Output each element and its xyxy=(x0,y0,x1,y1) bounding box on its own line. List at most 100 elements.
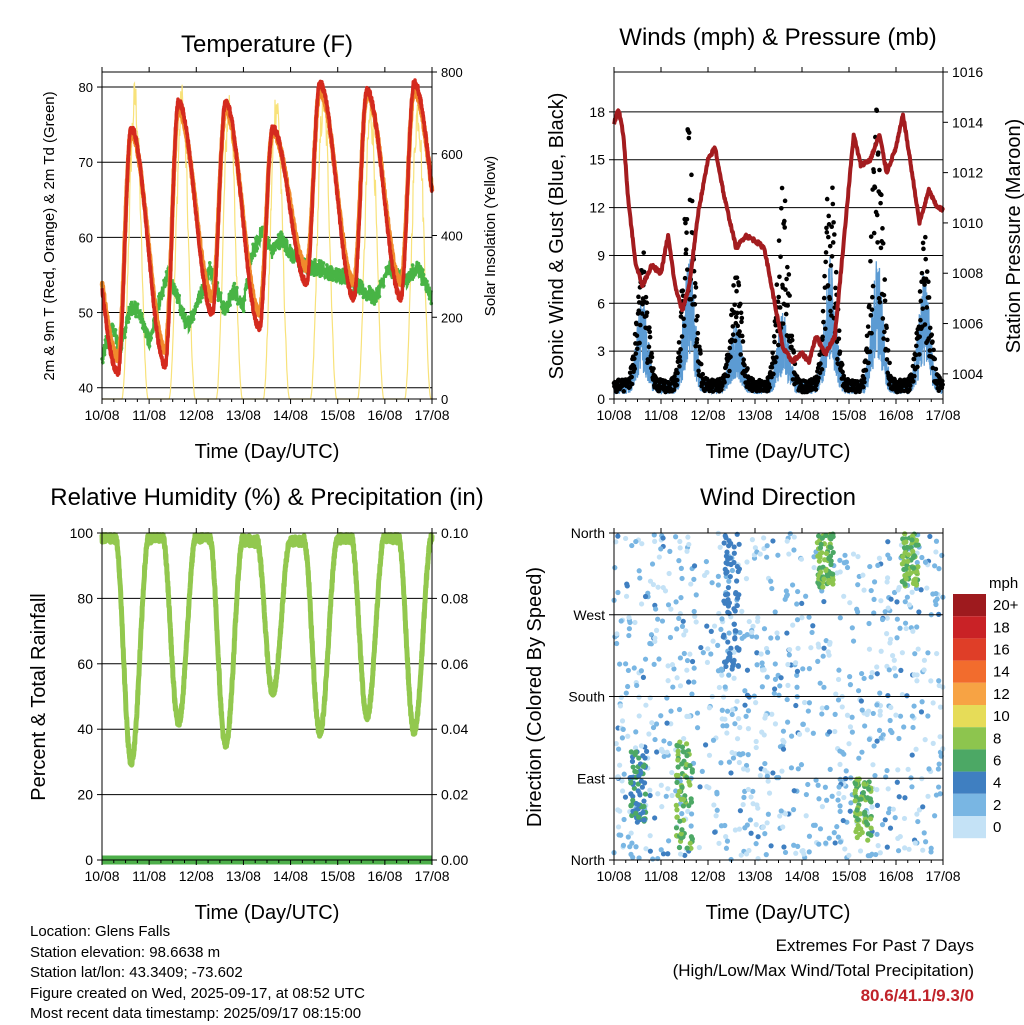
dewpoint-point xyxy=(328,272,333,277)
dewpoint-point xyxy=(147,344,152,348)
gust-point xyxy=(725,373,731,379)
direction-point xyxy=(793,702,799,709)
direction-point xyxy=(846,741,852,747)
gust-point xyxy=(818,361,823,366)
direction-point xyxy=(708,651,714,657)
direction-point xyxy=(914,678,920,684)
direction-point xyxy=(844,712,851,718)
direction-point xyxy=(824,797,830,803)
direction-point xyxy=(748,794,754,800)
gust-point xyxy=(816,375,821,381)
direction-point xyxy=(628,803,634,809)
dewpoint-point xyxy=(102,352,107,357)
direction-point xyxy=(627,775,633,781)
dewpoint-point xyxy=(135,302,140,306)
direction-point xyxy=(912,840,918,846)
direction-point xyxy=(638,743,645,749)
direction-point xyxy=(726,578,732,584)
direction-point xyxy=(678,565,684,571)
gust-point xyxy=(936,388,942,394)
direction-point xyxy=(761,732,767,738)
direction-point xyxy=(930,740,936,746)
direction-point xyxy=(895,848,902,854)
dewpoint-point xyxy=(325,263,329,267)
direction-point xyxy=(684,753,690,759)
direction-point xyxy=(821,598,827,605)
dewpoint-point xyxy=(369,295,373,300)
x-tick-label: 14/08 xyxy=(784,868,819,884)
dewpoint-point xyxy=(151,329,155,334)
direction-point xyxy=(658,847,664,853)
gust-point xyxy=(821,295,827,301)
dewpoint-point xyxy=(192,311,197,316)
direction-point xyxy=(871,596,877,603)
direction-point xyxy=(873,851,879,858)
direction-point xyxy=(659,618,666,624)
dewpoint-point xyxy=(210,267,215,272)
gust-point xyxy=(878,200,883,206)
gust-point xyxy=(692,281,698,286)
direction-point xyxy=(794,672,800,678)
direction-point xyxy=(856,755,862,761)
x-tick-label: 14/08 xyxy=(784,407,819,423)
direction-point xyxy=(626,614,632,621)
direction-point xyxy=(614,640,620,647)
direction-point xyxy=(683,628,689,634)
direction-point xyxy=(902,599,908,605)
direction-point xyxy=(902,845,908,851)
direction-point xyxy=(790,807,797,813)
direction-point xyxy=(844,564,851,571)
x-tick-label: 11/08 xyxy=(132,407,166,423)
direction-point xyxy=(731,606,737,612)
direction-point xyxy=(652,736,658,743)
legend-swatch xyxy=(953,771,986,794)
direction-point xyxy=(805,781,811,788)
gust-point xyxy=(910,379,916,384)
gust-point xyxy=(833,269,839,275)
direction-point xyxy=(815,658,821,664)
gust-point xyxy=(782,198,788,204)
gust-point xyxy=(917,334,922,340)
direction-point xyxy=(747,817,754,823)
gust-point xyxy=(862,379,867,385)
direction-point xyxy=(888,596,894,602)
direction-point xyxy=(835,834,842,840)
direction-point xyxy=(847,724,854,730)
temperature-xlabel: Time (Day/UTC) xyxy=(195,441,340,463)
gust-point xyxy=(771,334,777,339)
direction-point xyxy=(685,808,691,815)
legend-label: 14 xyxy=(993,664,1010,681)
dewpoint-point xyxy=(252,253,257,258)
direction-point xyxy=(855,582,861,588)
gust-point xyxy=(767,385,772,390)
direction-point xyxy=(826,835,832,841)
winds-ylabel: Sonic Wind & Gust (Blue, Black) xyxy=(546,93,568,380)
direction-point xyxy=(731,550,737,556)
direction-point xyxy=(615,746,622,752)
direction-point xyxy=(674,779,680,785)
y-tick-label: 100 xyxy=(70,525,94,541)
dewpoint-point xyxy=(160,289,165,293)
direction-point xyxy=(753,841,759,847)
legend-label: 18 xyxy=(993,619,1010,636)
gust-point xyxy=(676,340,682,345)
direction-point xyxy=(865,795,871,801)
station-info: Location: Glens Falls Station elevation:… xyxy=(30,922,365,1025)
direction-point xyxy=(909,537,915,543)
direction-point xyxy=(857,825,863,831)
gust-point xyxy=(682,275,688,281)
dewpoint-point xyxy=(240,300,244,305)
direction-point xyxy=(620,726,626,732)
direction-point xyxy=(899,578,905,585)
gust-point xyxy=(836,336,842,342)
dewpoint-point xyxy=(207,261,212,265)
gust-point xyxy=(880,241,886,246)
direction-point xyxy=(852,788,858,794)
direction-point xyxy=(642,791,649,797)
gust-point xyxy=(821,319,826,325)
direction-point xyxy=(726,538,732,544)
gust-point xyxy=(789,337,795,343)
direction-point xyxy=(696,844,702,851)
direction-point xyxy=(936,761,942,767)
dewpoint-point xyxy=(176,297,181,302)
